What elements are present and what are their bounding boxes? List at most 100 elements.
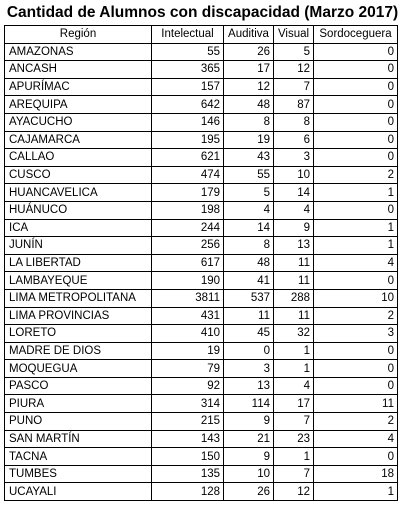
table-row: PIURA 314 114 17 11 — [4, 394, 398, 414]
column-header-auditiva: Auditiva — [223, 25, 274, 44]
region-cell: ANCASH — [4, 60, 152, 79]
table-row: AREQUIPA 642 48 87 0 — [4, 95, 398, 114]
auditiva-cell: 45 — [223, 324, 274, 343]
sordoceguera-cell: 0 — [313, 376, 398, 396]
table-row: ANCASH 365 17 12 0 — [4, 60, 398, 79]
intelectual-cell: 143 — [151, 429, 224, 449]
region-cell: LORETO — [4, 324, 152, 343]
auditiva-cell: 9 — [223, 412, 274, 431]
sordoceguera-cell: 0 — [313, 447, 398, 466]
region-cell: JUNÍN — [4, 236, 152, 255]
auditiva-cell: 537 — [223, 288, 274, 308]
region-cell: AMAZONAS — [4, 42, 152, 62]
intelectual-cell: 198 — [151, 200, 224, 220]
intelectual-cell: 135 — [151, 464, 224, 484]
sordoceguera-cell: 0 — [313, 341, 398, 361]
region-cell: CUSCO — [4, 165, 152, 185]
intelectual-cell: 410 — [151, 324, 224, 343]
visual-cell: 4 — [273, 200, 314, 220]
auditiva-cell: 3 — [223, 359, 274, 378]
sordoceguera-cell: 2 — [313, 306, 398, 326]
intelectual-cell: 157 — [151, 77, 224, 97]
auditiva-cell: 13 — [223, 376, 274, 396]
table-row: CAJAMARCA 195 19 6 0 — [4, 130, 398, 150]
region-cell: UCAYALI — [4, 482, 152, 502]
disability-students-table: Región Intelectual Auditiva Visual Sordo… — [4, 25, 398, 502]
region-cell: TUMBES — [4, 464, 152, 484]
header-row: Región Intelectual Auditiva Visual Sordo… — [4, 25, 398, 44]
table-row: APURÍMAC 157 12 7 0 — [4, 77, 398, 97]
region-cell: CALLAO — [4, 148, 152, 167]
table-row: AYACUCHO 146 8 8 0 — [4, 112, 398, 132]
intelectual-cell: 642 — [151, 95, 224, 114]
intelectual-cell: 190 — [151, 271, 224, 290]
table-body: AMAZONAS 55 26 5 0 ANCASH 365 17 12 0 APURÍMAC 157 1… — [4, 42, 398, 502]
visual-cell: 7 — [273, 77, 314, 97]
visual-cell: 1 — [273, 447, 314, 466]
sordoceguera-cell: 1 — [313, 218, 398, 238]
auditiva-cell: 8 — [223, 112, 274, 132]
intelectual-cell: 146 — [151, 112, 224, 132]
region-cell: LIMA PROVINCIAS — [4, 306, 152, 326]
region-cell: AYACUCHO — [4, 112, 152, 132]
sordoceguera-cell: 4 — [313, 429, 398, 449]
table-row: LAMBAYEQUE 190 41 11 0 — [4, 271, 398, 290]
table-row: PASCO 92 13 4 0 — [4, 376, 398, 396]
auditiva-cell: 8 — [223, 236, 274, 255]
column-header-region: Región — [4, 25, 152, 44]
region-cell: MADRE DE DIOS — [4, 341, 152, 361]
intelectual-cell: 92 — [151, 376, 224, 396]
auditiva-cell: 4 — [223, 200, 274, 220]
visual-cell: 7 — [273, 464, 314, 484]
region-cell: LA LIBERTAD — [4, 253, 152, 273]
auditiva-cell: 9 — [223, 447, 274, 466]
sordoceguera-cell: 0 — [313, 42, 398, 62]
visual-cell: 12 — [273, 482, 314, 502]
sordoceguera-cell: 0 — [313, 95, 398, 114]
table-row: LORETO 410 45 32 3 — [4, 324, 398, 343]
intelectual-cell: 365 — [151, 60, 224, 79]
sordoceguera-cell: 3 — [313, 324, 398, 343]
visual-cell: 14 — [273, 183, 314, 202]
auditiva-cell: 26 — [223, 482, 274, 502]
visual-cell: 11 — [273, 306, 314, 326]
visual-cell: 32 — [273, 324, 314, 343]
auditiva-cell: 114 — [223, 394, 274, 414]
auditiva-cell: 41 — [223, 271, 274, 290]
visual-cell: 1 — [273, 359, 314, 378]
auditiva-cell: 10 — [223, 464, 274, 484]
auditiva-cell: 55 — [223, 165, 274, 185]
sordoceguera-cell: 10 — [313, 288, 398, 308]
region-cell: ICA — [4, 218, 152, 238]
auditiva-cell: 21 — [223, 429, 274, 449]
auditiva-cell: 12 — [223, 77, 274, 97]
region-cell: PASCO — [4, 376, 152, 396]
intelectual-cell: 244 — [151, 218, 224, 238]
intelectual-cell: 215 — [151, 412, 224, 431]
visual-cell: 7 — [273, 412, 314, 431]
visual-cell: 9 — [273, 218, 314, 238]
table-row: CALLAO 621 43 3 0 — [4, 148, 398, 167]
sordoceguera-cell: 0 — [313, 130, 398, 150]
visual-cell: 23 — [273, 429, 314, 449]
sordoceguera-cell: 1 — [313, 183, 398, 202]
table-row: LIMA METROPOLITANA 3811 537 288 10 — [4, 288, 398, 308]
visual-cell: 10 — [273, 165, 314, 185]
table-row: TACNA 150 9 1 0 — [4, 447, 398, 466]
visual-cell: 1 — [273, 341, 314, 361]
visual-cell: 13 — [273, 236, 314, 255]
sordoceguera-cell: 0 — [313, 148, 398, 167]
column-header-sordoceguera: Sordoceguera — [313, 25, 398, 44]
auditiva-cell: 26 — [223, 42, 274, 62]
intelectual-cell: 79 — [151, 359, 224, 378]
table-row: PUNO 215 9 7 2 — [4, 412, 398, 431]
region-cell: MOQUEGUA — [4, 359, 152, 378]
intelectual-cell: 314 — [151, 394, 224, 414]
region-cell: LIMA METROPOLITANA — [4, 288, 152, 308]
sordoceguera-cell: 0 — [313, 77, 398, 97]
sordoceguera-cell: 0 — [313, 60, 398, 79]
region-cell: HUÁNUCO — [4, 200, 152, 220]
table-row: AMAZONAS 55 26 5 0 — [4, 42, 398, 62]
table-row: MOQUEGUA 79 3 1 0 — [4, 359, 398, 378]
region-cell: PIURA — [4, 394, 152, 414]
